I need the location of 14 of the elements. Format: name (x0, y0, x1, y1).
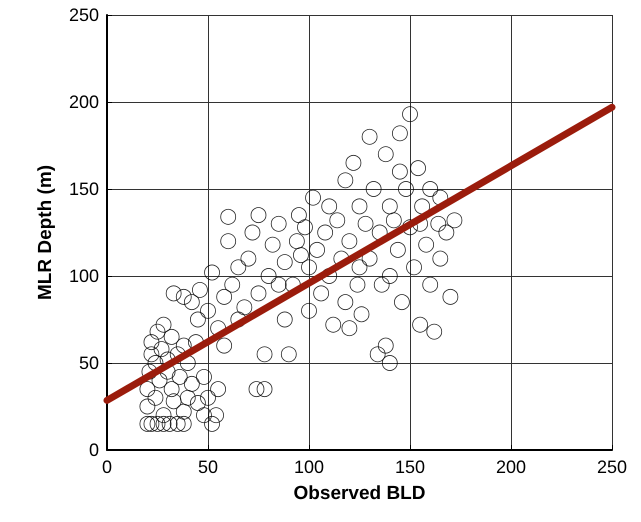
y-tick-label: 0 (88, 440, 99, 460)
x-tick-label: 0 (102, 457, 112, 477)
y-tick-label: 50 (78, 353, 99, 373)
y-axis-title: MLR Depth (m) (35, 164, 56, 300)
x-tick-label: 100 (294, 457, 324, 477)
x-axis-title: Observed BLD (294, 483, 426, 504)
y-tick-label: 100 (68, 266, 99, 286)
y-tick-label: 250 (68, 5, 99, 25)
x-tick-label: 50 (198, 457, 218, 477)
x-tick-label: 200 (496, 457, 526, 477)
y-tick-label: 150 (68, 179, 99, 199)
x-tick-label: 150 (394, 457, 426, 477)
y-tick-label: 200 (68, 92, 99, 112)
x-tick-label: 250 (596, 457, 628, 477)
